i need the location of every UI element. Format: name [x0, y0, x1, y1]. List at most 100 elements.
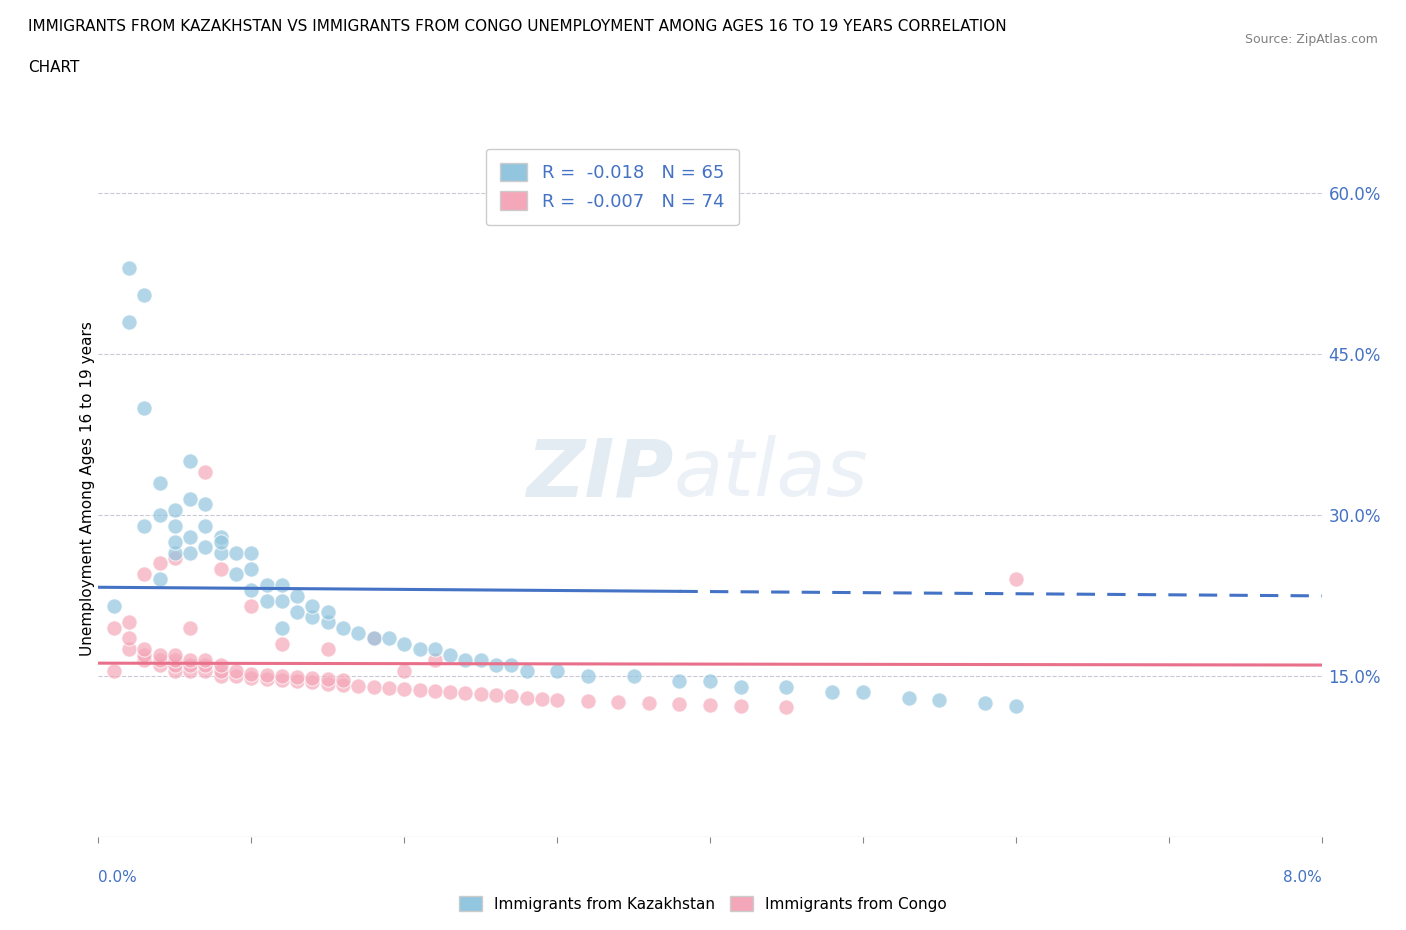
Point — [301, 671, 323, 685]
Point — [194, 663, 217, 678]
Point — [179, 529, 201, 544]
Point — [730, 679, 752, 694]
Point — [439, 684, 461, 699]
Point — [256, 593, 278, 608]
Point — [546, 663, 568, 678]
Point — [516, 690, 538, 705]
Point — [637, 696, 661, 711]
Point — [194, 539, 217, 554]
Point — [392, 636, 416, 651]
Point — [134, 653, 156, 668]
Point — [209, 663, 232, 678]
Point — [163, 518, 186, 533]
Point — [103, 599, 125, 614]
Point — [134, 566, 156, 581]
Point — [163, 502, 186, 517]
Point — [316, 642, 339, 657]
Point — [285, 604, 308, 619]
Point — [516, 663, 538, 678]
Point — [270, 593, 294, 608]
Point — [347, 678, 370, 693]
Text: Source: ZipAtlas.com: Source: ZipAtlas.com — [1244, 33, 1378, 46]
Point — [163, 658, 186, 672]
Point — [149, 508, 172, 523]
Point — [301, 599, 323, 614]
Text: ZIP: ZIP — [526, 435, 673, 513]
Point — [179, 492, 201, 507]
Point — [285, 588, 308, 603]
Point — [225, 663, 247, 678]
Point — [270, 636, 294, 651]
Point — [118, 642, 141, 657]
Point — [332, 677, 354, 692]
Point — [179, 663, 201, 678]
Point — [363, 631, 385, 646]
Point — [316, 604, 339, 619]
Point — [179, 545, 201, 560]
Point — [240, 667, 263, 682]
Point — [576, 669, 599, 684]
Point — [363, 679, 385, 694]
Point — [454, 653, 477, 668]
Point — [439, 647, 461, 662]
Point — [179, 620, 201, 635]
Point — [163, 545, 186, 560]
Point — [423, 684, 446, 698]
Point — [134, 400, 156, 415]
Point — [225, 566, 247, 581]
Point — [240, 599, 263, 614]
Point — [149, 658, 172, 672]
Point — [485, 688, 508, 703]
Point — [240, 583, 263, 598]
Point — [775, 679, 797, 694]
Point — [974, 696, 997, 711]
Point — [209, 529, 232, 544]
Point — [408, 683, 430, 698]
Point — [423, 653, 446, 668]
Point — [134, 518, 156, 533]
Legend: R =  -0.018   N = 65, R =  -0.007   N = 74: R = -0.018 N = 65, R = -0.007 N = 74 — [485, 149, 738, 225]
Point — [149, 475, 172, 490]
Point — [408, 642, 430, 657]
Point — [134, 647, 156, 662]
Point — [209, 658, 232, 672]
Point — [134, 642, 156, 657]
Y-axis label: Unemployment Among Ages 16 to 19 years: Unemployment Among Ages 16 to 19 years — [80, 321, 94, 656]
Point — [179, 454, 201, 469]
Point — [699, 674, 721, 689]
Point — [270, 673, 294, 688]
Point — [316, 676, 339, 691]
Point — [149, 653, 172, 668]
Point — [149, 556, 172, 571]
Point — [163, 647, 186, 662]
Point — [423, 642, 446, 657]
Text: IMMIGRANTS FROM KAZAKHSTAN VS IMMIGRANTS FROM CONGO UNEMPLOYMENT AMONG AGES 16 T: IMMIGRANTS FROM KAZAKHSTAN VS IMMIGRANTS… — [28, 19, 1007, 33]
Point — [301, 609, 323, 624]
Point — [392, 663, 416, 678]
Point — [209, 669, 232, 684]
Point — [256, 671, 278, 686]
Point — [928, 692, 950, 707]
Point — [470, 653, 492, 668]
Point — [485, 658, 508, 672]
Point — [103, 663, 125, 678]
Point — [209, 562, 232, 577]
Point — [240, 671, 263, 685]
Point — [821, 684, 844, 699]
Point — [546, 692, 568, 707]
Point — [668, 697, 690, 711]
Point — [225, 545, 247, 560]
Point — [270, 669, 294, 684]
Point — [1004, 698, 1026, 713]
Point — [194, 465, 217, 480]
Point — [347, 626, 370, 641]
Point — [194, 518, 217, 533]
Point — [363, 631, 385, 646]
Point — [316, 615, 339, 630]
Point — [103, 620, 125, 635]
Point — [668, 674, 690, 689]
Point — [530, 691, 553, 706]
Point — [607, 695, 630, 710]
Point — [240, 562, 263, 577]
Point — [194, 653, 217, 668]
